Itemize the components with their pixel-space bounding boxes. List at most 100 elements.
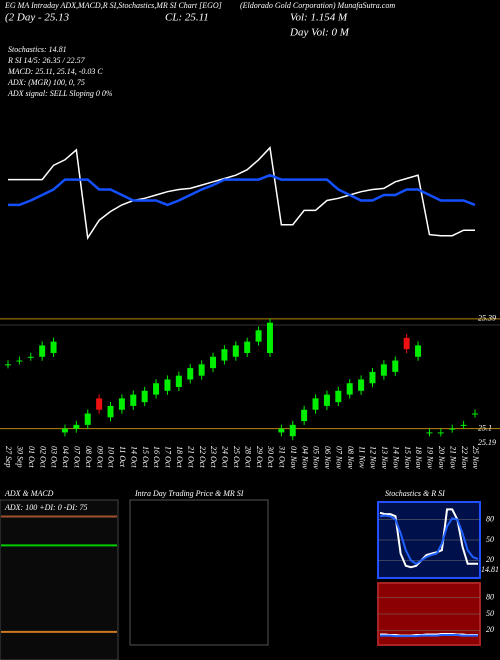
x-tick-label: 18 Oct [175,446,184,468]
x-tick-label: 01 Nov [289,446,298,469]
y-tick-label: 25.39 [478,314,496,323]
candle-body [346,383,353,395]
chart-subtitle: (Eldorado Gold Corporation) MunafaSutra.… [240,1,395,10]
panel-title: Stochastics & R SI [385,489,445,498]
x-tick-label: 25 Nov [471,446,480,469]
x-tick-label: 25 Oct [232,446,241,468]
annotation: ADX: (MGR) 100, 0, 75 [7,78,85,87]
candle-body [130,394,137,406]
candle-body [266,322,273,353]
candle-body [210,356,217,369]
candle-body [84,413,91,425]
x-tick-label: 18 Nov [414,446,423,469]
y-tick-label: 80 [486,514,494,523]
x-tick-label: 07 Nov [334,446,343,469]
candle-body [472,413,478,415]
x-tick-label: 08 Nov [346,446,355,469]
x-tick-label: 23 Oct [209,446,218,468]
y-tick-label: 25.1 [478,423,492,432]
x-tick-label: 24 Oct [221,446,230,468]
candle-body [50,341,57,353]
x-tick-label: 20 Nov [437,446,446,469]
candle-body [426,432,433,434]
x-tick-label: 07 Oct [72,446,81,468]
candle-body [278,428,285,433]
annotation: MACD: 25.11, 25.14, -0.03 C [7,67,103,76]
candle-body [358,379,365,391]
x-tick-label: 21 Nov [448,446,457,469]
x-tick-label: 04 Oct [61,446,70,468]
candle-body [289,424,296,437]
x-tick-label: 04 Nov [300,446,309,469]
x-tick-label: 11 Nov [357,446,366,469]
annotation: CL: 25.11 [165,12,209,24]
candle-body [153,383,160,395]
candle-body [323,394,330,406]
x-tick-label: 28 Oct [243,446,252,468]
y-tick-label: 20 [486,625,494,634]
x-tick-label: 22 Oct [198,446,207,468]
candle-body [5,364,11,366]
x-tick-label: 27 Sep [4,446,13,468]
x-tick-label: 01 Oct [27,446,36,468]
candle-body [27,356,34,358]
x-tick-label: 17 Oct [164,446,173,468]
x-tick-label: 09 Oct [95,446,104,468]
panel-title: ADX & MACD [4,489,54,498]
annotation: Stochastics: 14.81 [8,45,67,54]
chart-title: EG MA Intraday ADX,MACD,R SI,Stochastics… [4,1,222,10]
x-tick-label: 02 Oct [38,446,47,468]
panel-legend: ADX: 100 +DI: 0 -DI: 75 [4,503,88,512]
x-tick-label: 13 Nov [380,446,389,469]
candle-body [449,428,456,430]
candle-body [437,432,444,434]
candle-body [403,337,410,350]
candle-body [61,428,68,433]
candle-body [16,360,23,362]
candle-body [232,345,239,357]
x-tick-label: 16 Oct [152,446,161,468]
candle-body [380,364,387,376]
candle-body [312,398,319,410]
indicator-line [380,634,478,638]
x-tick-label: 10 Oct [107,446,116,468]
x-tick-label: 19 Nov [426,446,435,469]
x-tick-label: 12 Nov [369,446,378,469]
annotation: (2 Day - 25.13 [5,12,70,24]
candle-body [335,390,342,403]
x-tick-label: 14 Oct [129,446,138,468]
candle-body [118,398,125,410]
annotation: 14.81 [481,565,499,574]
x-tick-label: 21 Oct [186,446,195,468]
x-tick-label: 08 Oct [84,446,93,468]
x-tick-label: 15 Oct [141,446,150,468]
x-tick-label: 29 Oct [255,446,264,468]
x-tick-label: 22 Nov [460,446,469,469]
annotation: Day Vol: 0 M [289,27,350,39]
candle-body [198,364,205,376]
panel-frame [129,499,269,646]
annotation: R SI 14/5: 26.35 / 22.57 [7,56,86,65]
panel-title: Intra Day Trading Price & MR SI [134,489,244,498]
candle-body [141,390,148,403]
y-tick-label: 20 [486,555,494,564]
annotation: 25.19 [478,438,496,447]
indicator-line [8,146,475,241]
candle-body [415,345,422,357]
y-tick-label: 80 [486,593,494,602]
candle-body [175,375,182,388]
x-tick-label: 15 Nov [403,446,412,469]
candle-body [301,409,308,422]
candle-body [73,424,80,429]
candle-body [392,360,399,372]
x-tick-label: 11 Oct [118,446,127,468]
y-tick-label: 50 [486,609,494,618]
x-tick-label: 14 Nov [391,446,400,469]
candle-body [107,405,114,418]
annotation: ADX signal: SELL Sloping 0 0% [7,89,113,98]
x-tick-label: 06 Nov [323,446,332,469]
annotation: Vol: 1.154 M [290,12,348,24]
x-tick-label: 31 Oct [278,445,287,468]
candle-body [39,345,46,357]
